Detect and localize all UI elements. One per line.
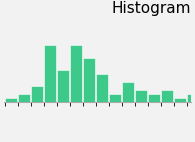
- Bar: [109, 94, 121, 102]
- Bar: [70, 45, 82, 102]
- Bar: [135, 90, 147, 102]
- Bar: [5, 98, 17, 102]
- Text: Histogram: Histogram: [112, 1, 191, 16]
- Bar: [83, 58, 95, 102]
- Bar: [57, 70, 69, 102]
- Bar: [96, 74, 108, 102]
- Bar: [122, 82, 134, 102]
- Bar: [18, 94, 30, 102]
- Bar: [187, 94, 195, 102]
- Bar: [44, 45, 56, 102]
- Bar: [174, 98, 186, 102]
- Bar: [31, 86, 43, 102]
- Bar: [161, 90, 173, 102]
- Bar: [148, 94, 160, 102]
